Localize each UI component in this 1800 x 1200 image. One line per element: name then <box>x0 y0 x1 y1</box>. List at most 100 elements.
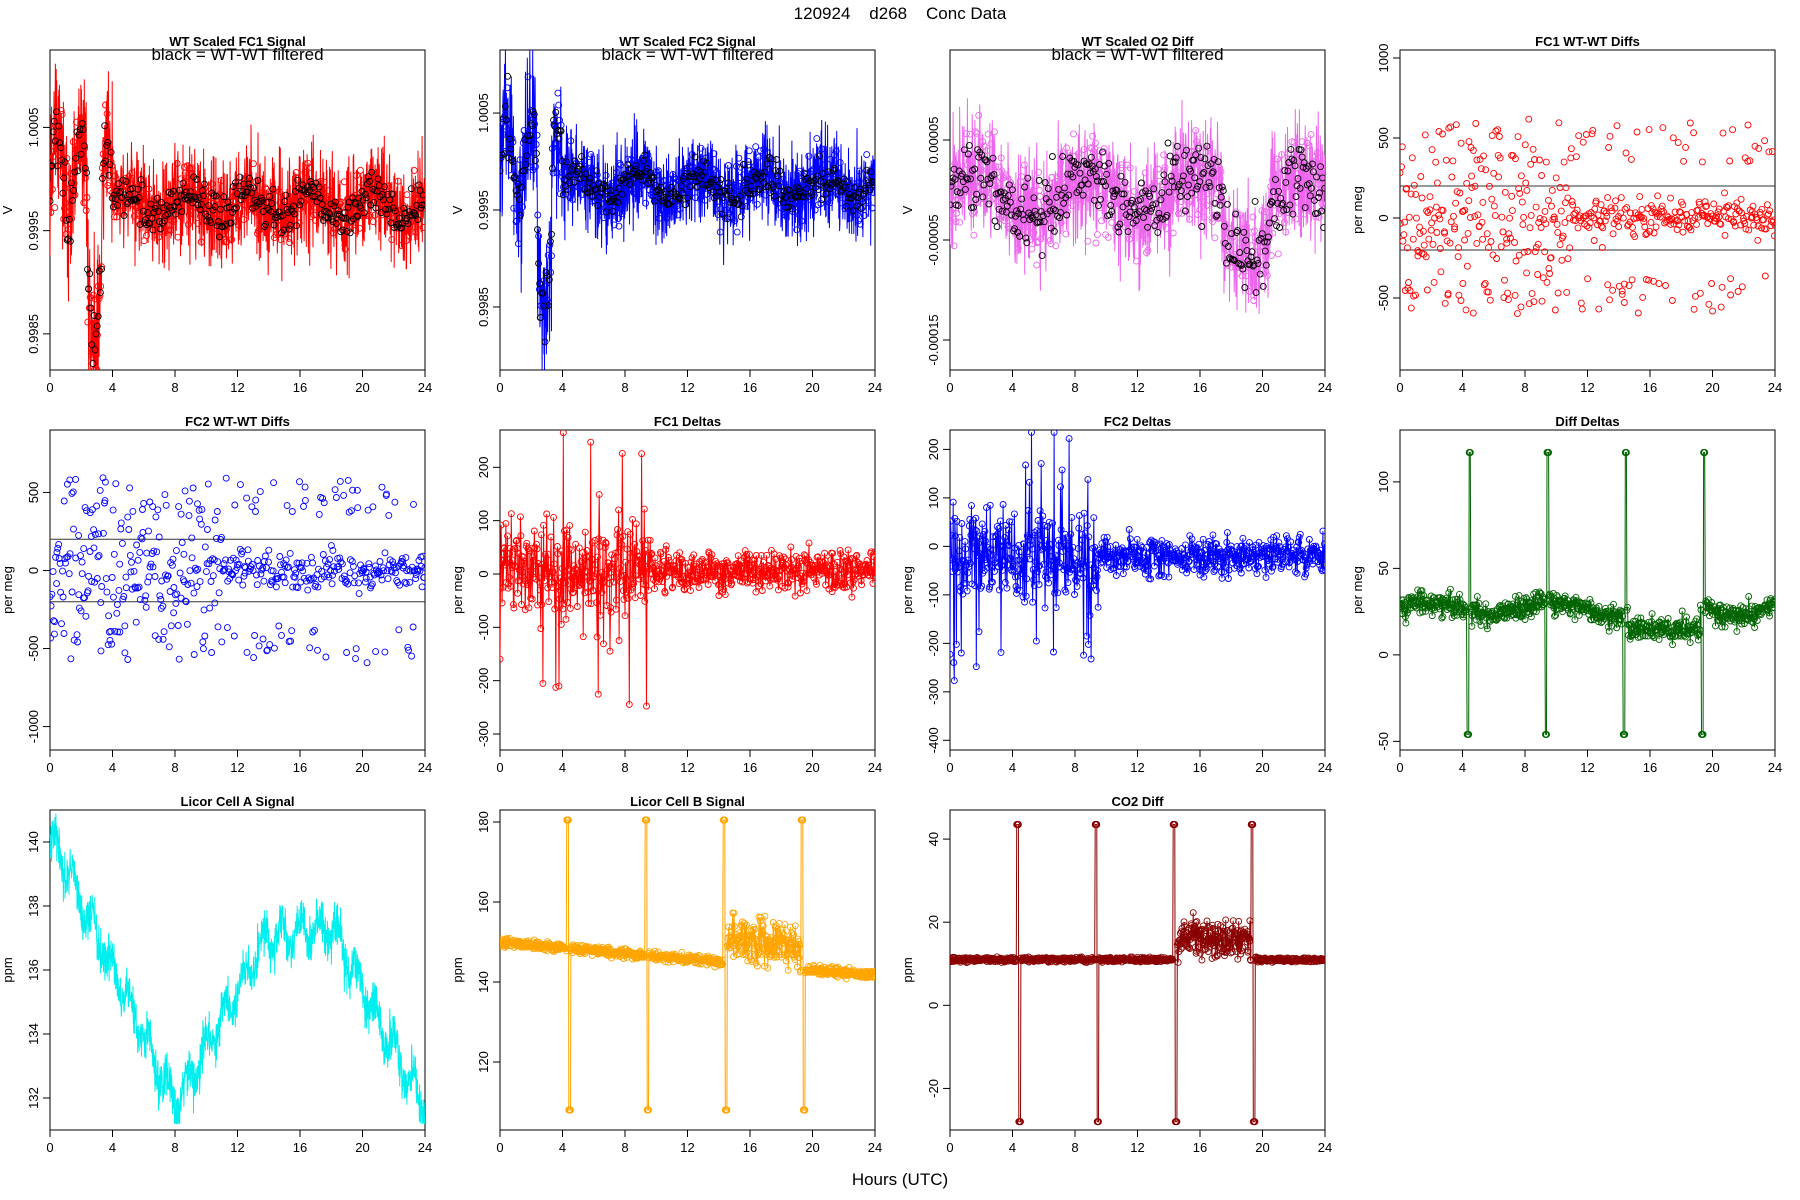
filtered-point <box>977 174 985 182</box>
filtered-point <box>798 189 806 196</box>
data-point <box>1070 130 1077 138</box>
data-point <box>1405 279 1412 286</box>
data-point <box>1494 126 1502 134</box>
data-point <box>1508 192 1516 200</box>
filtered-point <box>525 137 533 144</box>
filtered-point <box>212 192 220 200</box>
data-point <box>1305 142 1313 150</box>
data-point <box>195 506 203 514</box>
data-point <box>199 645 207 653</box>
data-point <box>1051 589 1059 597</box>
x-tick-label: 20 <box>805 380 819 395</box>
data-point <box>421 563 425 571</box>
data-point <box>331 486 339 494</box>
filtered-point <box>240 180 248 188</box>
filtered-point <box>1117 172 1125 180</box>
filtered-point <box>620 170 628 178</box>
data-point <box>527 594 535 602</box>
filtered-point <box>1261 247 1269 255</box>
data-point <box>1450 212 1457 220</box>
filtered-point <box>85 285 93 293</box>
data-point <box>618 541 626 548</box>
data-point <box>584 588 592 596</box>
data-point <box>412 575 420 583</box>
data-point <box>1469 146 1477 154</box>
data-point <box>396 581 404 589</box>
filtered-point <box>1168 177 1176 185</box>
data-point <box>306 644 314 652</box>
data-point <box>398 555 406 563</box>
data-point <box>145 527 152 535</box>
filtered-point <box>1102 182 1110 190</box>
data-point <box>297 564 305 572</box>
data-point <box>1474 211 1482 219</box>
data-point <box>748 556 756 564</box>
data-point <box>235 576 243 584</box>
data-point <box>1073 577 1081 585</box>
filtered-point <box>1269 198 1276 206</box>
filtered-point <box>602 208 610 216</box>
filtered-point <box>606 186 614 194</box>
filtered-point <box>72 154 80 162</box>
y-axis-label: per meg <box>0 566 15 614</box>
data-point <box>85 572 93 580</box>
data-point <box>276 553 284 560</box>
filtered-point <box>266 193 274 201</box>
filtered-point <box>548 230 555 238</box>
data-point <box>785 579 793 587</box>
filtered-point <box>1140 214 1147 221</box>
filtered-point <box>846 191 853 198</box>
data-point <box>1213 190 1221 198</box>
filtered-point <box>143 221 150 229</box>
data-point <box>997 154 1005 162</box>
data-point <box>990 128 998 136</box>
data-point <box>567 137 575 145</box>
data-point <box>858 581 866 589</box>
data-point <box>1315 213 1323 221</box>
data-point <box>1517 172 1525 180</box>
data-point <box>1216 174 1224 182</box>
data-point <box>1042 197 1050 205</box>
filtered-point <box>388 190 396 198</box>
data-point <box>716 228 724 236</box>
data-point <box>155 233 163 241</box>
data-point <box>708 551 716 559</box>
filtered-point <box>80 142 88 150</box>
data-point <box>98 263 105 271</box>
filtered-point <box>759 173 767 181</box>
filtered-point <box>50 117 58 125</box>
data-point <box>721 591 729 599</box>
data-point <box>1437 268 1445 276</box>
filtered-point <box>217 205 224 213</box>
filtered-point <box>954 202 962 210</box>
filtered-point <box>784 203 792 211</box>
data-point <box>1208 553 1216 561</box>
data-point <box>661 177 669 185</box>
filtered-point <box>1157 196 1165 204</box>
x-tick-label: 8 <box>171 760 178 775</box>
data-point <box>51 618 59 626</box>
data-point <box>417 562 425 570</box>
filtered-point <box>863 166 871 174</box>
data-point <box>1031 531 1039 539</box>
filtered-point <box>1243 247 1251 255</box>
data-point <box>328 580 336 588</box>
filtered-point <box>985 200 993 208</box>
data-point <box>600 640 607 648</box>
data-point <box>1278 151 1286 159</box>
data-point <box>597 569 605 577</box>
data-point <box>1662 282 1669 289</box>
data-point <box>620 595 628 603</box>
filtered-point <box>662 190 670 198</box>
filtered-point <box>339 226 347 234</box>
filtered-point <box>1178 177 1186 185</box>
data-point <box>555 583 562 591</box>
data-point <box>97 599 105 607</box>
data-point <box>1200 573 1208 581</box>
filtered-point <box>950 174 957 182</box>
data-point <box>380 186 388 193</box>
data-point <box>1555 119 1563 127</box>
data-point <box>81 144 89 152</box>
data-point <box>112 480 120 488</box>
